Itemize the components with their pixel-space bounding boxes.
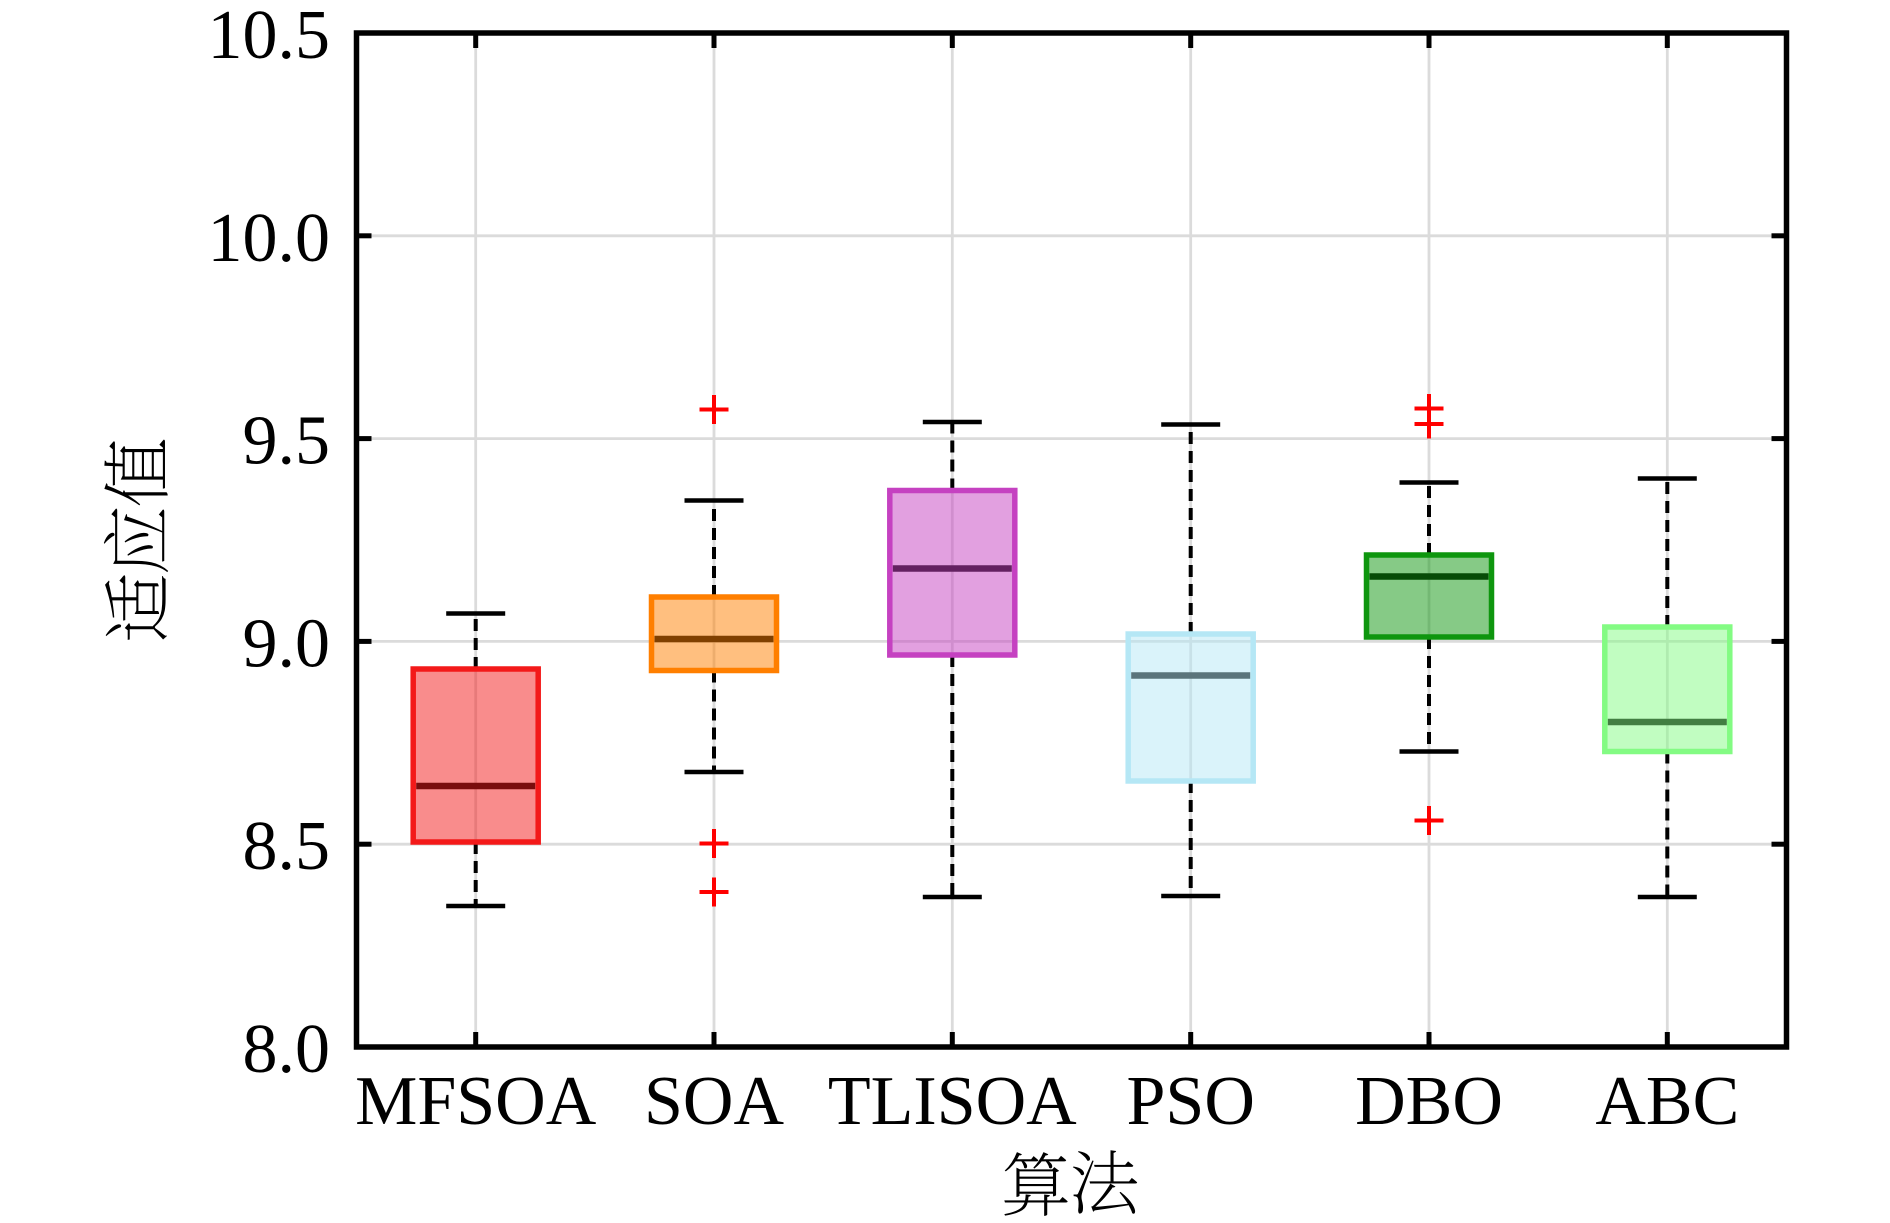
svg-text:9.5: 9.5 (243, 403, 331, 480)
svg-text:10.5: 10.5 (208, 0, 331, 74)
svg-text:8.5: 8.5 (243, 808, 331, 885)
svg-text:DBO: DBO (1355, 1063, 1503, 1140)
svg-text:PSO: PSO (1126, 1063, 1254, 1140)
svg-text:TLISOA: TLISOA (828, 1063, 1077, 1140)
svg-text:ABC: ABC (1595, 1063, 1739, 1140)
svg-text:MFSOA: MFSOA (355, 1063, 597, 1140)
svg-text:9.0: 9.0 (243, 605, 331, 682)
svg-text:8.0: 8.0 (243, 1011, 331, 1088)
svg-text:10.0: 10.0 (208, 200, 331, 277)
svg-text:SOA: SOA (644, 1063, 784, 1140)
